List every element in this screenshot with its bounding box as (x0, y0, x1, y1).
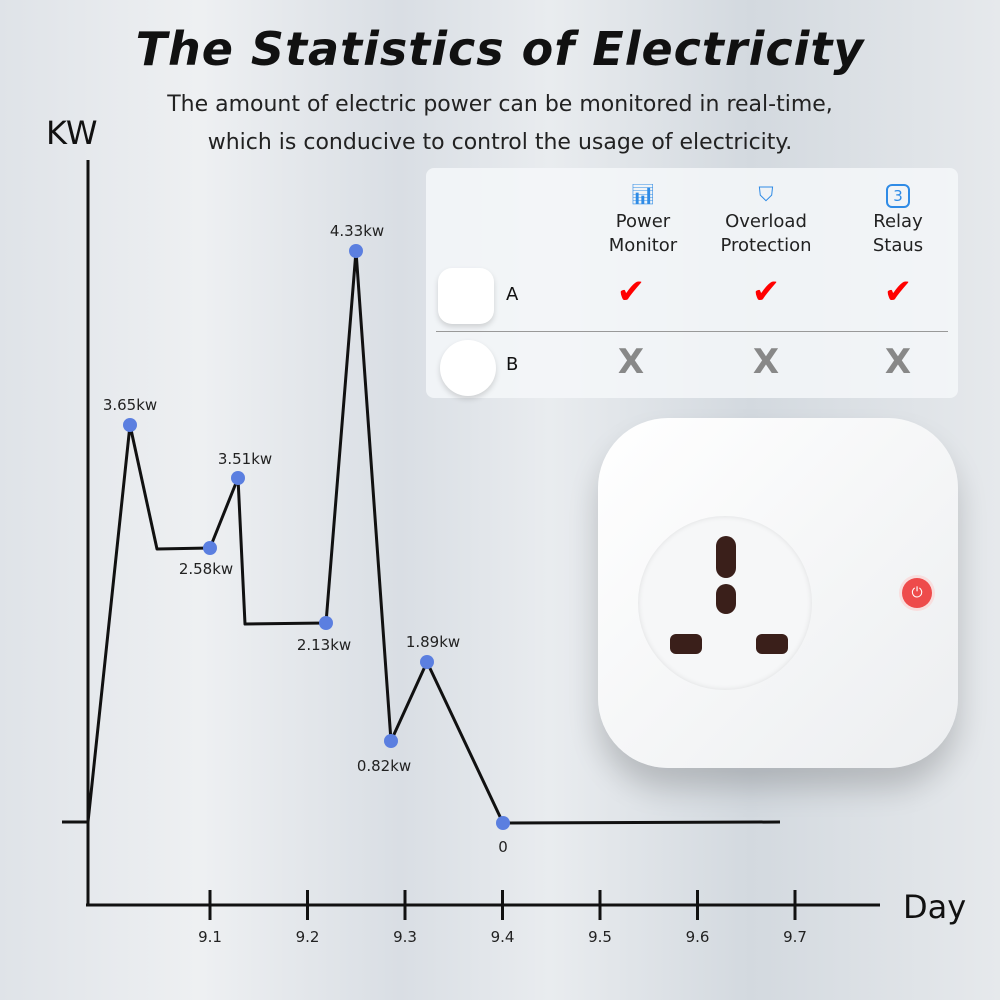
data-label: 4.33kw (330, 222, 384, 240)
comparison-table: 📊︎ Power Monitor ⛉ Overload Protection 3… (426, 168, 958, 398)
row-divider (436, 331, 948, 332)
circled-three-icon: 3 (828, 182, 968, 210)
subtitle-line-1: The amount of electric power can be moni… (167, 92, 833, 117)
row-label-b: B (506, 354, 519, 375)
data-label: 0.82kw (357, 757, 411, 775)
column-label: Power (615, 211, 671, 232)
circled-three-glyph: 3 (886, 184, 910, 208)
data-point (349, 244, 363, 258)
data-point (420, 655, 434, 669)
column-label: Overload (725, 211, 807, 232)
cross-icon: X (752, 342, 780, 382)
data-label: 2.58kw (179, 560, 233, 578)
data-point (203, 541, 217, 555)
column-power-monitor: 📊︎ Power Monitor (573, 182, 713, 258)
data-point (231, 471, 245, 485)
cross-icon: X (884, 342, 912, 382)
socket-face (638, 516, 812, 690)
plug-b-thumbnail (440, 340, 496, 396)
data-point (496, 816, 510, 830)
column-label: Monitor (608, 235, 678, 256)
data-point (384, 734, 398, 748)
data-label: 3.51kw (218, 450, 272, 468)
x-tick-label: 9.7 (783, 928, 807, 946)
data-label: 1.89kw (406, 633, 460, 651)
row-label-a: A (506, 284, 519, 305)
data-point (123, 418, 137, 432)
column-label: Staus (872, 235, 924, 256)
plug-a-thumbnail (438, 268, 494, 324)
power-button-icon: ⏻ (902, 578, 932, 608)
x-axis-label: Day (903, 888, 967, 926)
check-icon: ✔ (883, 272, 913, 312)
column-label: Relay (873, 211, 923, 232)
data-label: 0 (498, 838, 508, 856)
subtitle-line-2: which is conducive to control the usage … (207, 130, 793, 155)
x-tick-label: 9.5 (588, 928, 612, 946)
x-tick-label: 9.1 (198, 928, 222, 946)
x-tick-label: 9.2 (296, 928, 320, 946)
shield-bolt-icon: ⛉ (758, 182, 774, 206)
data-label: 2.13kw (297, 636, 351, 654)
data-label: 3.65kw (103, 396, 157, 414)
check-icon: ✔ (751, 272, 781, 312)
column-label: Protection (720, 235, 812, 256)
bar-chart-icon: 📊︎ (630, 182, 656, 206)
smart-plug-image: ⏻ (598, 418, 958, 768)
data-point (319, 616, 333, 630)
x-tick-label: 9.4 (491, 928, 515, 946)
column-overload-protection: ⛉ Overload Protection (696, 182, 836, 258)
column-relay-status: 3 Relay Staus (828, 182, 968, 258)
x-tick-label: 9.3 (393, 928, 417, 946)
check-icon: ✔ (616, 272, 646, 312)
cross-icon: X (617, 342, 645, 382)
y-axis-label: KW (46, 114, 98, 152)
page-title: The Statistics of Electricity (135, 22, 865, 76)
x-tick-label: 9.6 (686, 928, 710, 946)
